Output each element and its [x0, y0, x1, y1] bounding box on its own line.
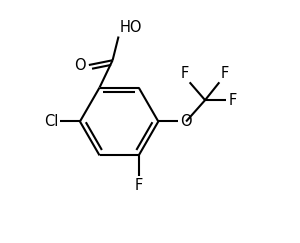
Text: F: F — [220, 66, 229, 81]
Text: F: F — [228, 93, 237, 108]
Text: O: O — [74, 58, 86, 72]
Text: O: O — [180, 114, 192, 129]
Text: F: F — [135, 178, 143, 192]
Text: HO: HO — [120, 20, 142, 35]
Text: Cl: Cl — [44, 114, 58, 129]
Text: F: F — [180, 66, 188, 81]
